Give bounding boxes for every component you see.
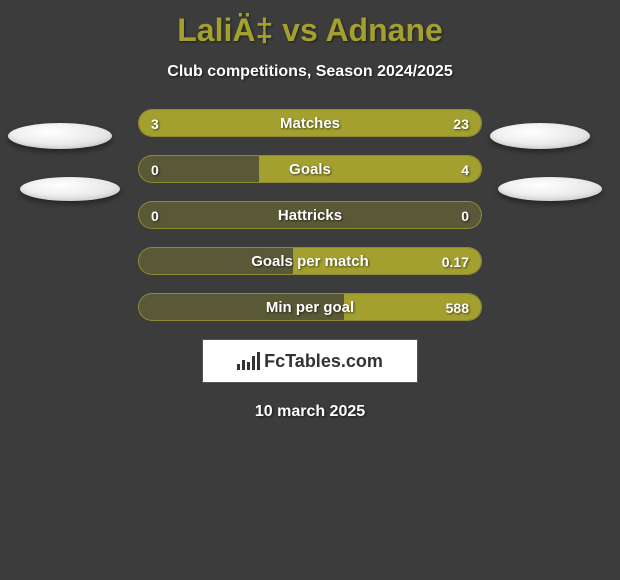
page-title: LaliÄ‡ vs Adnane bbox=[0, 0, 620, 49]
stat-row-min-per-goal: Min per goal 588 bbox=[138, 293, 482, 321]
stat-row-goals: 0 Goals 4 bbox=[138, 155, 482, 183]
stat-label: Goals bbox=[139, 156, 481, 183]
player-ellipse bbox=[490, 123, 590, 149]
subtitle: Club competitions, Season 2024/2025 bbox=[0, 63, 620, 81]
player-ellipse bbox=[498, 177, 602, 201]
player-ellipse bbox=[8, 123, 112, 149]
stat-row-goals-per-match: Goals per match 0.17 bbox=[138, 247, 482, 275]
value-right: 588 bbox=[446, 294, 469, 321]
stat-label: Goals per match bbox=[139, 248, 481, 275]
chart-bars-icon bbox=[237, 352, 260, 370]
fctables-logo: FcTables.com bbox=[202, 339, 418, 383]
stat-row-matches: 3 Matches 23 bbox=[138, 109, 482, 137]
player-ellipse bbox=[20, 177, 120, 201]
date-text: 10 march 2025 bbox=[0, 403, 620, 421]
value-right: 0 bbox=[461, 202, 469, 229]
value-right: 23 bbox=[453, 110, 469, 137]
stat-row-hattricks: 0 Hattricks 0 bbox=[138, 201, 482, 229]
logo-text: FcTables.com bbox=[264, 351, 383, 372]
value-right: 0.17 bbox=[442, 248, 469, 275]
stat-label: Hattricks bbox=[139, 202, 481, 229]
value-right: 4 bbox=[461, 156, 469, 183]
stat-label: Min per goal bbox=[139, 294, 481, 321]
stat-label: Matches bbox=[139, 110, 481, 137]
